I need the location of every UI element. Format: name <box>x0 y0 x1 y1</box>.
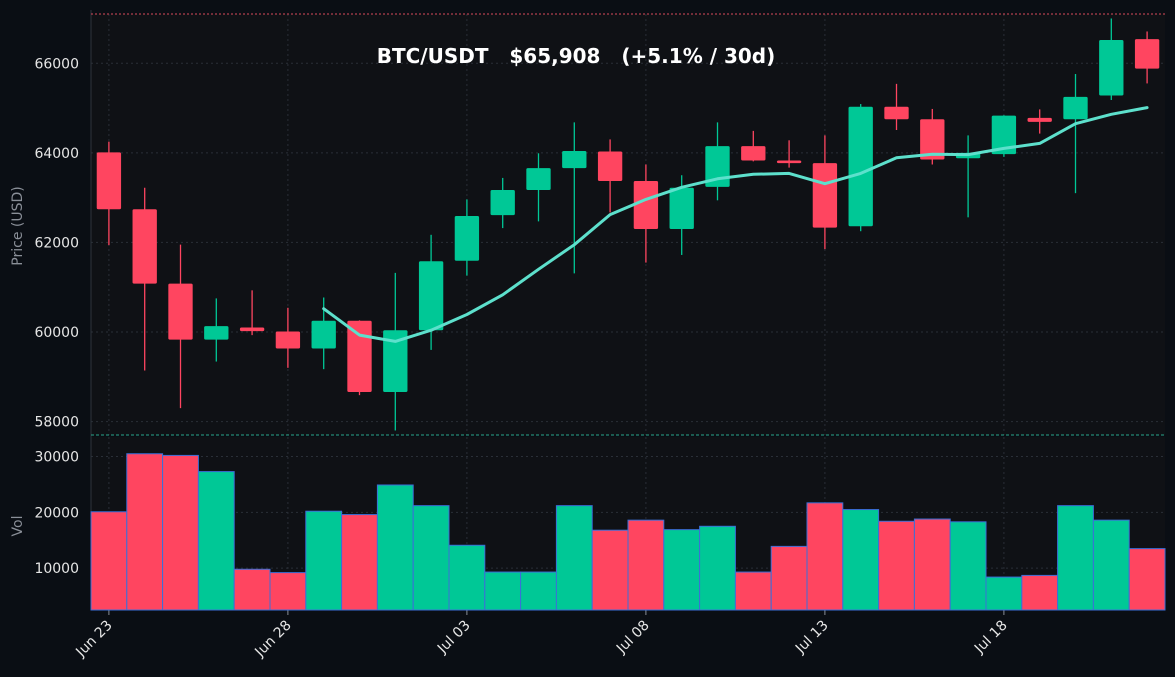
volume-bar <box>878 520 915 611</box>
candle-body <box>204 326 229 340</box>
volume-bar <box>663 529 701 611</box>
volume-bar <box>1128 548 1166 611</box>
price-tick-label: 58000 <box>34 415 79 431</box>
volume-bar <box>520 571 557 611</box>
candle-body <box>920 119 945 160</box>
moving-average-line <box>322 106 1149 343</box>
candle-body <box>562 151 587 169</box>
candle-body <box>454 215 480 261</box>
price-tick-label: 62000 <box>34 235 79 251</box>
candle-body <box>848 106 873 227</box>
volume-bar <box>591 529 629 611</box>
x-tick-label: Jun 28 <box>251 618 294 661</box>
volume-bar <box>197 471 235 611</box>
candle-body <box>669 187 694 229</box>
price-panel <box>91 14 1165 435</box>
x-tick-label: Jul 03 <box>434 618 474 658</box>
volume-bar <box>806 502 844 611</box>
volume-bar <box>699 525 736 611</box>
candle-body <box>418 261 444 331</box>
candle-body <box>239 327 265 332</box>
x-tick-label: Jun 23 <box>72 618 115 661</box>
volume-bar <box>1057 505 1094 611</box>
volume-bar <box>484 571 522 611</box>
candles <box>96 18 1160 431</box>
volume-bars <box>90 453 1166 611</box>
volume-bar <box>770 545 808 611</box>
x-tick-label: Jul 18 <box>971 618 1011 658</box>
price-tick-label: 64000 <box>34 146 79 162</box>
volume-bar <box>341 514 378 611</box>
candle-body <box>311 320 336 349</box>
volume-bar <box>126 453 164 611</box>
candle-body <box>490 190 515 216</box>
volume-bar <box>1021 574 1059 611</box>
volume-bar <box>949 521 987 611</box>
price-tick-label: 60000 <box>34 325 79 341</box>
volume-bar <box>1092 519 1130 611</box>
candle-body <box>1134 39 1160 69</box>
candle-body <box>597 151 623 182</box>
volume-bar <box>376 484 414 611</box>
candle-body <box>991 115 1017 155</box>
price-axis-label: Price (USD) <box>10 186 26 265</box>
volume-tick-label: 10000 <box>34 561 79 577</box>
volume-bar <box>162 454 199 611</box>
labels: BTC/USDT $65,908 (+5.1% / 30d) Price (US… <box>10 44 775 536</box>
candle-body <box>168 283 193 340</box>
volume-bar <box>233 568 271 611</box>
price-tick-label: 66000 <box>34 56 79 72</box>
volume-bar <box>448 544 486 611</box>
candle-body <box>526 168 551 191</box>
x-tick-label: Jul 08 <box>613 618 653 658</box>
volume-bar <box>90 511 128 611</box>
volume-bar <box>913 518 951 611</box>
volume-bar <box>627 519 665 611</box>
candle-body <box>776 160 802 164</box>
volume-bar <box>842 509 880 611</box>
x-tick-label: Jul 13 <box>792 618 832 658</box>
volume-bar <box>734 571 772 611</box>
volume-bar <box>305 510 343 611</box>
candle-body <box>1027 117 1052 122</box>
candle-body <box>132 209 157 284</box>
chart-title: BTC/USDT $65,908 (+5.1% / 30d) <box>377 44 776 68</box>
volume-bar <box>985 576 1023 611</box>
volume-bar <box>412 505 450 611</box>
candle-body <box>96 152 122 210</box>
candle-body <box>1099 39 1124 96</box>
candle-body <box>1063 96 1088 120</box>
candle-body <box>383 330 408 393</box>
volume-bar <box>269 572 307 611</box>
candle-body <box>633 181 659 229</box>
volume-tick-label: 30000 <box>34 450 79 466</box>
candle-body <box>884 106 909 120</box>
candle-body <box>741 146 766 161</box>
moving-average <box>322 106 1149 343</box>
candle-body <box>812 163 838 228</box>
candle-body <box>347 320 372 393</box>
volume-bar <box>555 505 593 611</box>
volume-tick-label: 20000 <box>34 505 79 521</box>
volume-axis-label: Vol <box>10 516 26 537</box>
candle-body <box>275 331 301 349</box>
